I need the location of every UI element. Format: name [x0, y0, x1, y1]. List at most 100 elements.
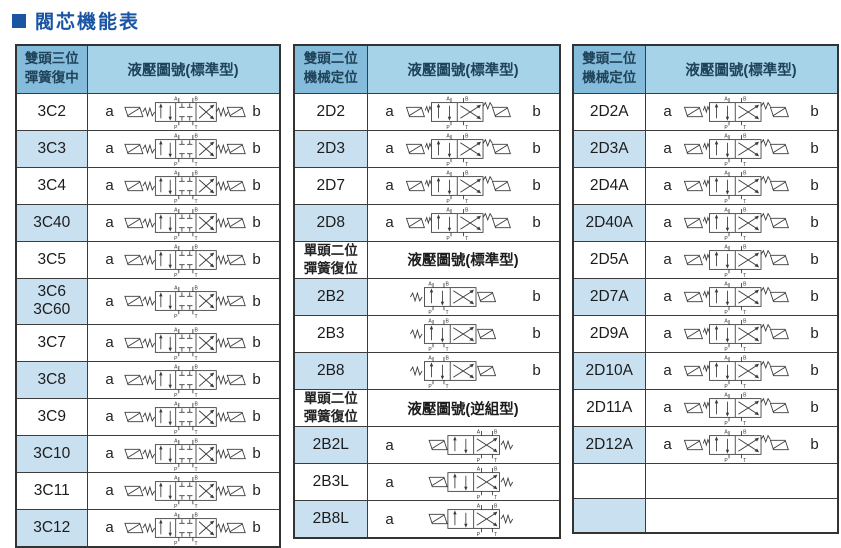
- svg-text:P: P: [174, 393, 178, 398]
- svg-text:B: B: [445, 355, 449, 361]
- svg-text:B: B: [493, 504, 497, 510]
- svg-text:A: A: [174, 285, 178, 291]
- svg-text:P: P: [724, 273, 728, 278]
- svg-text:T: T: [194, 467, 197, 472]
- position-b-label: b: [810, 288, 819, 305]
- svg-text:A: A: [174, 207, 178, 213]
- svg-text:P: P: [724, 384, 728, 389]
- position-b-label: b: [252, 140, 261, 157]
- svg-text:B: B: [465, 96, 469, 102]
- column-header-spool-type: 雙頭三位 彈簧復中: [15, 44, 88, 94]
- svg-text:T: T: [743, 236, 746, 241]
- column-header-spool-type: 雙頭二位 機械定位: [293, 44, 368, 94]
- position-b-label: b: [532, 140, 541, 157]
- svg-text:P: P: [724, 421, 728, 426]
- svg-text:T: T: [465, 236, 468, 241]
- svg-text:T: T: [194, 314, 197, 319]
- valve-2pos-detent-icon: A B P T: [683, 318, 789, 352]
- position-b-label: b: [252, 371, 261, 388]
- svg-text:A: A: [476, 430, 480, 436]
- position-b-label: b: [252, 445, 261, 462]
- position-a-label: a: [385, 473, 394, 491]
- svg-text:B: B: [194, 207, 198, 213]
- position-a-label: a: [105, 214, 114, 231]
- svg-text:T: T: [743, 421, 746, 426]
- svg-text:T: T: [743, 273, 746, 278]
- valve-2pos-detent-icon: A B P T: [683, 96, 789, 130]
- svg-text:P: P: [174, 430, 178, 435]
- position-a-label: a: [385, 103, 394, 120]
- svg-text:B: B: [194, 244, 198, 250]
- position-a-label: a: [105, 177, 114, 194]
- spool-code-cell: 3C12: [15, 508, 88, 547]
- svg-text:P: P: [174, 162, 178, 167]
- svg-text:T: T: [743, 458, 746, 463]
- valve-2pos-spring-return-icon: A B P T: [409, 281, 496, 315]
- diagram-cell: a A B P T: [366, 500, 560, 539]
- valve-2pos-detent-icon: A B P T: [683, 133, 789, 166]
- spool-code-cell: 2D40A: [572, 203, 646, 242]
- svg-text:P: P: [724, 236, 728, 241]
- valve-3pos-icon: A B P T: [123, 327, 246, 361]
- spool-code-cell: 2B2L: [293, 426, 368, 465]
- svg-text:P: P: [476, 496, 480, 501]
- svg-text:P: P: [174, 273, 178, 278]
- svg-text:T: T: [743, 199, 746, 204]
- svg-text:T: T: [743, 347, 746, 352]
- position-a-label: a: [663, 140, 672, 157]
- svg-text:A: A: [476, 504, 480, 510]
- svg-text:A: A: [174, 401, 178, 407]
- svg-text:B: B: [194, 170, 198, 176]
- valve-3pos-icon: A B P T: [123, 207, 246, 240]
- svg-text:T: T: [194, 162, 197, 167]
- svg-text:P: P: [174, 314, 178, 319]
- position-b-label: b: [252, 482, 261, 499]
- table-row: 2B8L a A B P T: [293, 500, 560, 539]
- svg-text:T: T: [445, 347, 448, 352]
- position-a-label: a: [385, 510, 394, 528]
- spool-code-cell: 3C8: [15, 360, 88, 399]
- valve-3pos-icon: A B P T: [123, 401, 246, 435]
- table-row: 2B3L a A B P T: [293, 463, 560, 502]
- spool-code-cell: 2B8: [293, 351, 368, 390]
- svg-text:A: A: [446, 207, 450, 213]
- position-a-label: a: [663, 399, 672, 416]
- svg-text:B: B: [194, 401, 198, 407]
- svg-text:A: A: [174, 133, 178, 139]
- valve-2pos-detent-icon: A B P T: [683, 392, 789, 426]
- svg-text:T: T: [194, 504, 197, 509]
- svg-text:P: P: [724, 125, 728, 130]
- svg-text:T: T: [743, 125, 746, 130]
- position-b-label: b: [532, 103, 541, 120]
- valve-3pos-icon: A B P T: [123, 96, 246, 129]
- svg-text:B: B: [493, 467, 497, 473]
- position-a-label: a: [663, 288, 672, 305]
- svg-text:A: A: [446, 133, 450, 139]
- section-header-spool-type: 單頭二位 彈簧復位: [293, 240, 368, 279]
- svg-text:P: P: [174, 467, 178, 472]
- svg-text:T: T: [445, 310, 448, 315]
- position-b-label: b: [252, 519, 261, 536]
- position-a-label: a: [385, 214, 394, 231]
- spool-code-cell: 2D2A: [572, 92, 646, 131]
- svg-text:T: T: [194, 356, 197, 361]
- svg-text:P: P: [174, 504, 178, 509]
- spool-code-cell: 3C2: [15, 92, 88, 131]
- svg-text:B: B: [493, 430, 497, 436]
- svg-text:A: A: [446, 96, 450, 102]
